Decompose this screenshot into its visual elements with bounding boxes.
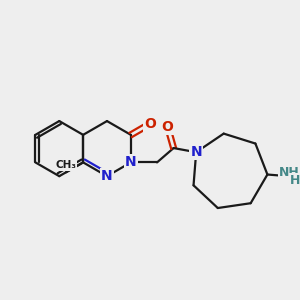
Text: H: H [290,174,300,187]
Text: N: N [125,155,137,170]
Text: O: O [145,116,156,130]
Text: O: O [162,120,173,134]
Text: N: N [190,145,202,159]
Text: N: N [101,169,113,183]
Text: CH₃: CH₃ [56,160,76,170]
Text: NH: NH [279,167,300,179]
